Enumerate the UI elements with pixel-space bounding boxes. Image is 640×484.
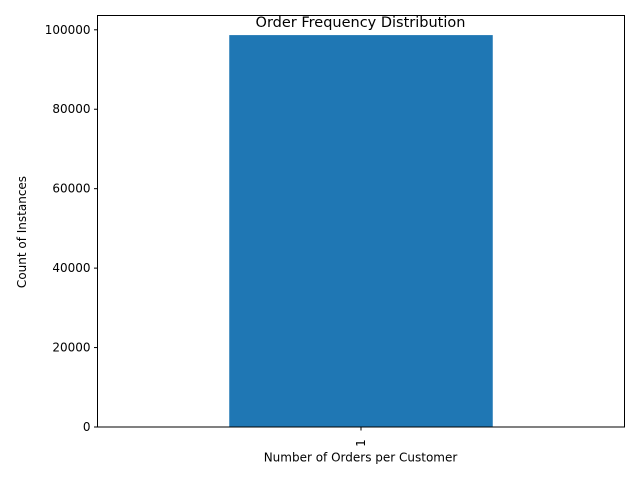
y-tick-label: 40000	[52, 261, 90, 275]
y-tick-label: 80000	[52, 102, 90, 116]
x-tick-label: 1	[354, 439, 368, 447]
y-tick-label: 0	[83, 420, 91, 434]
bars-layer	[229, 35, 493, 427]
x-axis-label: Number of Orders per Customer	[264, 451, 458, 465]
plot-frame	[97, 15, 625, 428]
y-axis-ticks: 0 20000 40000 60000 80000 100000	[45, 23, 98, 434]
chart-title: Order Frequency Distribution	[256, 15, 466, 31]
y-tick-label: 20000	[52, 341, 90, 355]
x-axis-ticks: 1	[354, 427, 368, 447]
bar-1	[229, 35, 493, 427]
y-tick-label: 100000	[45, 23, 91, 37]
y-tick-label: 60000	[52, 182, 90, 196]
y-axis-label: Count of Instances	[15, 176, 29, 288]
